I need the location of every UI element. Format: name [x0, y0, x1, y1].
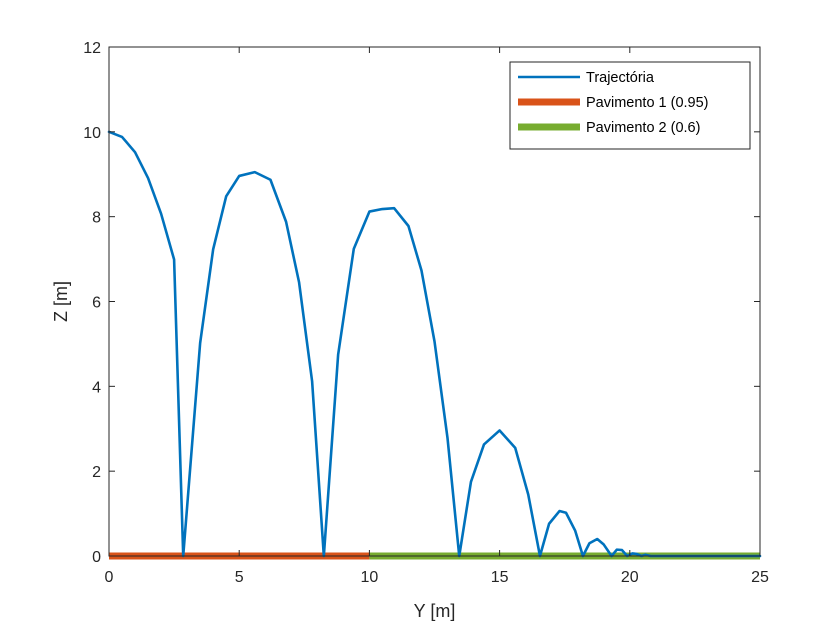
- x-tick-label: 0: [105, 569, 114, 586]
- x-tick-label: 20: [621, 569, 639, 586]
- legend-label-2: Pavimento 1 (0.95): [586, 95, 709, 111]
- x-tick-label: 5: [235, 569, 244, 586]
- x-axis-label: Y [m]: [414, 601, 456, 621]
- y-tick-label: 10: [83, 125, 101, 142]
- x-tick-label: 10: [361, 569, 379, 586]
- legend: Trajectória Pavimento 1 (0.95) Pavimento 2…: [509, 61, 751, 150]
- legend-label-1: Trajectória: [586, 70, 655, 86]
- axes: 0 5 10 15 20 25 0 2 4 6 8 10 12: [83, 40, 769, 586]
- series-line-1: [107, 130, 762, 558]
- y-tick-label: 4: [92, 379, 101, 396]
- y-tick-label: 8: [92, 210, 101, 227]
- legend-label-3: Pavimento 2 (0.6): [586, 120, 700, 136]
- x-tick-label: 25: [751, 569, 769, 586]
- y-axis-label: Z [m]: [51, 281, 71, 322]
- y-tick-label: 12: [83, 40, 101, 57]
- x-tick-label: 15: [491, 569, 509, 586]
- y-tick-label: 0: [92, 549, 101, 566]
- y-tick-label: 2: [92, 464, 101, 481]
- y-tick-label: 6: [92, 295, 101, 312]
